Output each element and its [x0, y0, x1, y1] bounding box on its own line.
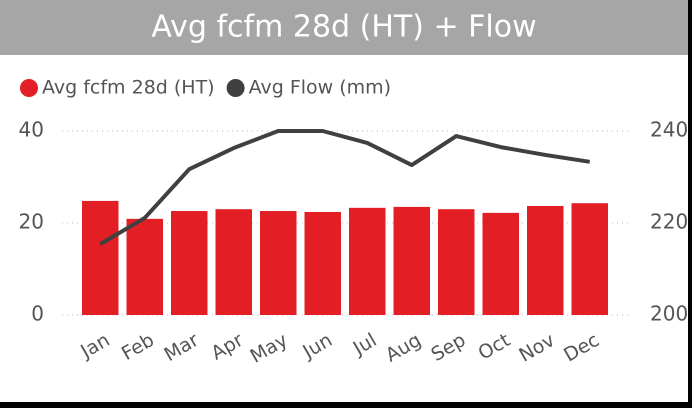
- y2-tick-label: 200: [650, 302, 688, 326]
- y-tick-label: 20: [19, 210, 44, 234]
- bar: [260, 211, 297, 315]
- bar: [527, 205, 564, 315]
- bar: [171, 211, 208, 315]
- y2-tick-label: 220: [650, 210, 688, 234]
- y-tick-label: 0: [31, 302, 44, 326]
- title-bar: [0, 0, 688, 55]
- bar: [126, 218, 163, 315]
- bar: [215, 209, 252, 315]
- bar: [349, 207, 386, 315]
- legend-marker: [20, 79, 38, 97]
- bar: [304, 211, 341, 315]
- legend-label: Avg Flow (mm): [249, 77, 391, 99]
- bar: [571, 203, 608, 315]
- legend-marker: [226, 79, 245, 97]
- chart-title: Avg fcfm 28d (HT) + Flow: [151, 10, 536, 45]
- line: [99, 129, 591, 246]
- bar: [438, 209, 475, 315]
- legend-label: Avg fcfm 28d (HT): [42, 77, 215, 99]
- bar: [482, 212, 519, 315]
- bar: [82, 200, 119, 315]
- bar: [393, 206, 430, 315]
- y-tick-label: 40: [19, 118, 44, 142]
- y2-tick-label: 240: [650, 118, 688, 142]
